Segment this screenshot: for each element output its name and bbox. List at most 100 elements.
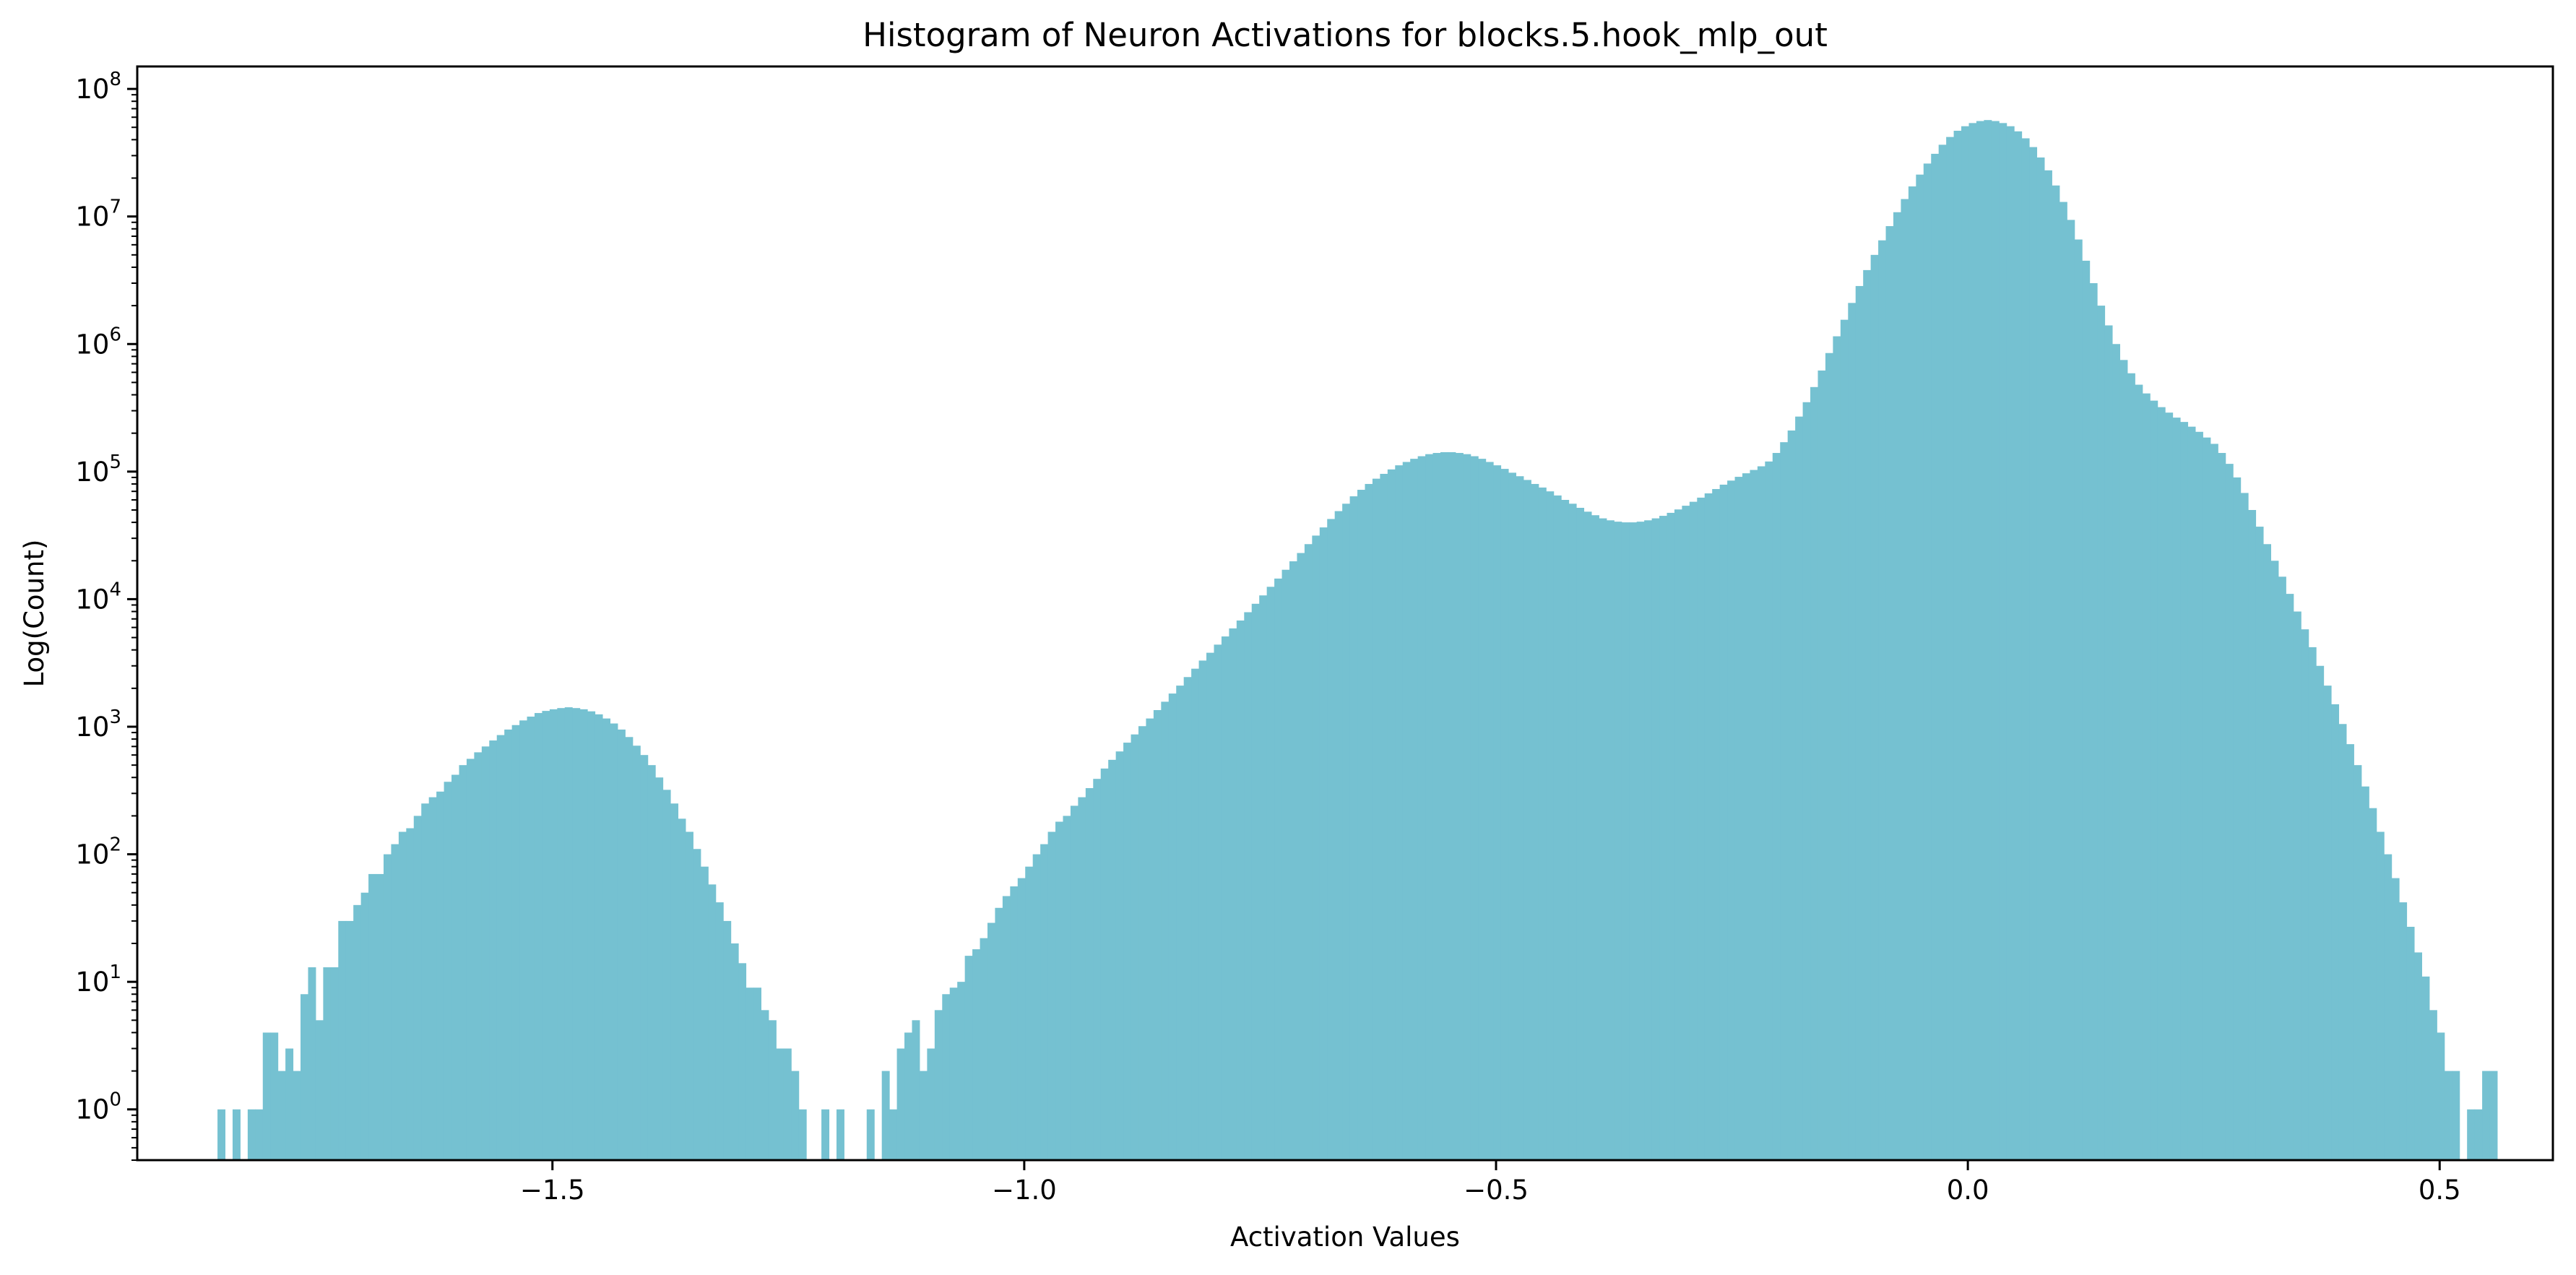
histogram-bar <box>655 777 664 1160</box>
histogram-bar <box>987 922 995 1160</box>
histogram-bar <box>2180 422 2189 1160</box>
histogram-bar <box>1236 620 1245 1160</box>
histogram-bar <box>2346 744 2354 1160</box>
histogram-bar <box>1621 522 1630 1160</box>
histogram-bar <box>1553 495 1562 1160</box>
histogram-bar <box>1674 509 1682 1160</box>
histogram-bar <box>2414 952 2422 1160</box>
histogram-bar <box>1765 461 1773 1160</box>
histogram-bar <box>889 1109 898 1160</box>
histogram-bar <box>632 745 641 1160</box>
histogram-bar <box>1410 459 1419 1160</box>
histogram-bar <box>2233 477 2242 1160</box>
histogram-bar <box>1448 451 1456 1160</box>
histogram-bar <box>459 765 467 1160</box>
histogram-bar <box>1387 469 1396 1160</box>
histogram-bar <box>2044 170 2052 1160</box>
histogram-bar <box>2036 157 2045 1160</box>
histogram-bar <box>330 967 339 1160</box>
histogram-bar <box>2165 412 2174 1161</box>
histogram-bar <box>2286 594 2294 1160</box>
histogram-bar <box>1916 174 1924 1161</box>
histogram-bar <box>2293 611 2301 1160</box>
histogram-bar <box>2361 786 2369 1160</box>
histogram-bar <box>262 1032 271 1160</box>
histogram-bar <box>2437 1032 2445 1160</box>
histogram-bar <box>1417 456 1426 1160</box>
histogram-bar <box>1161 701 1170 1160</box>
histogram-bar <box>1734 477 1743 1160</box>
histogram-bar <box>504 729 513 1160</box>
histogram-bar <box>1206 652 1214 1160</box>
histogram-bar <box>602 718 610 1160</box>
histogram-bar <box>640 755 649 1160</box>
histogram-bar <box>1478 459 1487 1160</box>
histogram-bar <box>768 1020 777 1160</box>
histogram-bar <box>1123 743 1132 1160</box>
histogram-bar <box>1878 240 1887 1161</box>
histogram-bar <box>2082 260 2091 1160</box>
histogram-bar <box>1968 123 1977 1161</box>
histogram-bar <box>753 987 761 1160</box>
histogram-bar <box>2104 325 2113 1161</box>
histogram-bar <box>1063 816 1071 1160</box>
x-tick-label: 0.5 <box>2419 1175 2461 1206</box>
histogram-bar <box>579 709 588 1160</box>
histogram-bar <box>2052 185 2060 1160</box>
histogram-bar <box>1191 668 1200 1160</box>
histogram-bar <box>2399 902 2408 1160</box>
histogram-bar <box>1304 544 1313 1160</box>
x-tick-label: −1.0 <box>992 1175 1057 1206</box>
histogram-bar <box>1138 726 1146 1160</box>
histogram-bar <box>949 987 958 1160</box>
histogram-bar <box>549 709 558 1160</box>
histogram-bar <box>383 854 392 1160</box>
histogram-bar <box>474 752 483 1160</box>
histogram-bar <box>1229 628 1237 1160</box>
histogram-bar <box>1425 454 1434 1160</box>
x-axis: −1.5 −1.0 −0.5 0.0 0.5 <box>520 1160 2461 1206</box>
histogram-bar <box>247 1109 256 1160</box>
histogram-bar <box>2187 426 2196 1160</box>
histogram-bar <box>678 818 686 1160</box>
histogram-bar <box>2021 138 2030 1161</box>
histogram-bar <box>2316 665 2325 1160</box>
histogram-bar <box>2119 360 2128 1160</box>
histogram-bar <box>2421 976 2430 1160</box>
histogram-bar <box>1259 595 1268 1160</box>
histogram-bar <box>1999 123 2007 1161</box>
y-axis: 100 101 102 103 104 105 106 107 108 <box>75 69 137 1161</box>
histogram-bar <box>2067 220 2075 1160</box>
histogram-bar <box>1825 353 1833 1161</box>
histogram-bar <box>1606 520 1615 1160</box>
histogram-bar <box>1780 442 1789 1160</box>
histogram-bar <box>1085 788 1094 1160</box>
histogram-bar <box>391 844 399 1160</box>
histogram-bar <box>2406 926 2415 1160</box>
histogram-bar <box>1485 462 1494 1160</box>
histogram-bar <box>1312 535 1321 1160</box>
histogram-bar <box>1697 497 1706 1160</box>
histogram-bar <box>1055 821 1063 1160</box>
histogram-bar <box>1629 522 1638 1160</box>
plot-frame <box>136 65 2554 1162</box>
histogram-bar <box>398 831 407 1160</box>
histogram-bar <box>1863 269 1872 1160</box>
histogram-bar <box>285 1048 294 1160</box>
histogram-bar <box>1274 578 1283 1160</box>
histogram-bar <box>232 1109 241 1160</box>
histogram-bar <box>1010 886 1019 1160</box>
histogram-bar <box>791 1071 800 1160</box>
histogram-bar <box>1168 693 1177 1160</box>
histogram-bar <box>904 1032 912 1160</box>
histogram-bar <box>2270 561 2279 1160</box>
histogram-bar <box>2135 384 2143 1160</box>
x-tick-label: −0.5 <box>1464 1175 1529 1206</box>
histogram-bar <box>1002 896 1011 1160</box>
histogram-bars <box>217 120 2498 1161</box>
histogram-bar <box>2331 704 2340 1160</box>
histogram-bar <box>1667 512 1675 1160</box>
histogram-bar <box>557 708 566 1160</box>
histogram-bar <box>2127 373 2135 1160</box>
histogram-bar <box>1719 484 1728 1160</box>
